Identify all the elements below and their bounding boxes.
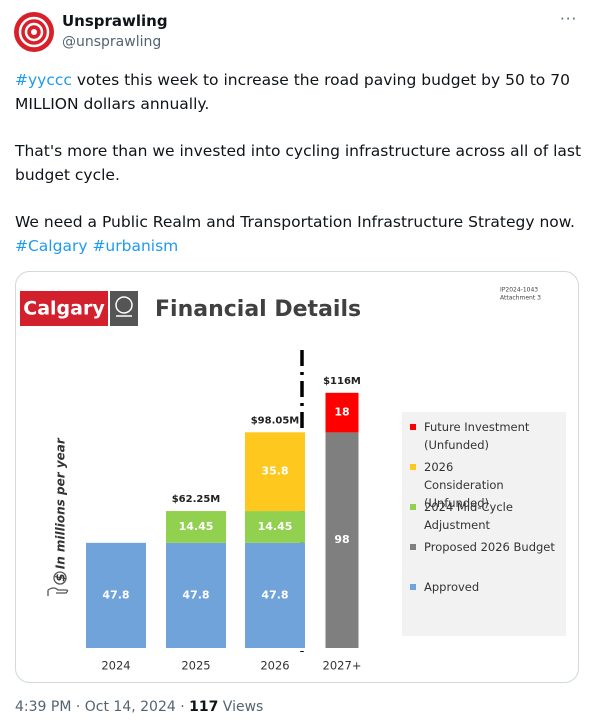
bar-segment [166,511,226,543]
legend-swatch [410,544,416,550]
legend-swatch [410,424,416,430]
total-label: $98.05M [251,415,300,426]
bar-segment [325,432,359,648]
money-icon-coin [53,571,67,585]
segment-label: 14.45 [179,520,214,533]
legend-label: Approved [424,580,480,594]
legend-item: 2026 Consideration (Unfunded) [410,458,560,512]
legend-swatch [410,504,416,510]
hashtag[interactable]: #urbanism [92,237,179,255]
money-icon-hand [47,587,69,596]
legend: Future Investment (Unfunded) 2026 Conside… [402,412,566,636]
hashtag[interactable]: #Calgary [15,237,88,255]
segment-label: 35.8 [261,465,288,478]
legend-label: 2024 Mid-Cycle Adjustment [424,500,513,532]
doc-id: IP2024-1043 [500,287,538,294]
view-count: 117 [189,699,219,715]
legend-item: Future Investment (Unfunded) [410,418,560,454]
total-label: $116M [323,376,361,387]
legend-label: Proposed 2026 Budget [424,540,555,554]
x-tick-label: 2025 [181,659,210,673]
bar-segment [325,392,359,433]
legend-item: 2024 Mid-Cycle Adjustment [410,498,560,534]
segment-label: 98 [334,533,349,546]
y-axis-label: $ In millions per year [54,437,68,582]
x-tick-label: 2026 [260,659,289,673]
segment-label: 18 [334,406,349,419]
tweet-text: #yyccc votes this week to increase the r… [15,68,585,281]
tweet-footer: 4:39 PM · Oct 14, 2024 · 117 Views [15,699,263,715]
legend-label: Future Investment (Unfunded) [424,420,530,452]
segment-label: 47.8 [261,588,288,601]
author-name[interactable]: Unsprawling [62,12,168,30]
avatar[interactable] [14,12,54,52]
bar-segment [245,542,305,648]
avatar-ring [18,16,50,48]
timestamp[interactable]: 4:39 PM · Oct 14, 2024 · [15,699,190,715]
views-label: Views [218,699,264,715]
more-menu[interactable]: ··· [560,10,578,28]
paragraph: #Calgary #urbanism [15,234,585,258]
avatar-dot [31,29,37,35]
avatar-ring [24,22,44,42]
segment-label: 47.8 [182,588,209,601]
segment-label: 47.8 [102,588,129,601]
crest [115,296,133,314]
bar-segment [245,511,305,543]
bar-segment [245,432,305,512]
segment-label: 14.45 [258,520,293,533]
legend-swatch [410,584,416,590]
bar-segment [86,542,146,648]
legend-swatch [410,464,416,470]
paragraph: We need a Public Realm and Transportatio… [15,210,585,234]
attachment: Attachment 3 [500,295,541,302]
legend-item: Approved [410,578,560,596]
chart-title: Financial Details [155,297,361,322]
bar-segment [166,542,226,648]
text-run: We need a Public Realm and Transportatio… [15,213,575,231]
brand-box [20,291,108,326]
paragraph: That's more than we invested into cyclin… [15,139,585,187]
brand: Calgary [23,298,105,320]
text-run: votes this week to increase the road pav… [15,71,570,113]
author-handle[interactable]: @unsprawling [62,34,162,50]
total-label: $62.25M [172,494,221,505]
text-run: That's more than we invested into cyclin… [15,142,582,184]
legend-label: 2026 Consideration (Unfunded) [424,460,504,510]
plot: 47.8 2024 47.8 14.45 $62.25M 2025 47.8 14.45 35.… [86,376,361,673]
hashtag[interactable]: #yyccc [15,71,72,89]
legend-item: Proposed 2026 Budget [410,538,560,556]
x-tick-label: 2027+ [323,659,362,673]
paragraph: #yyccc votes this week to increase the r… [15,68,585,116]
money-icon [47,571,69,596]
x-tick-label: 2024 [101,659,130,673]
